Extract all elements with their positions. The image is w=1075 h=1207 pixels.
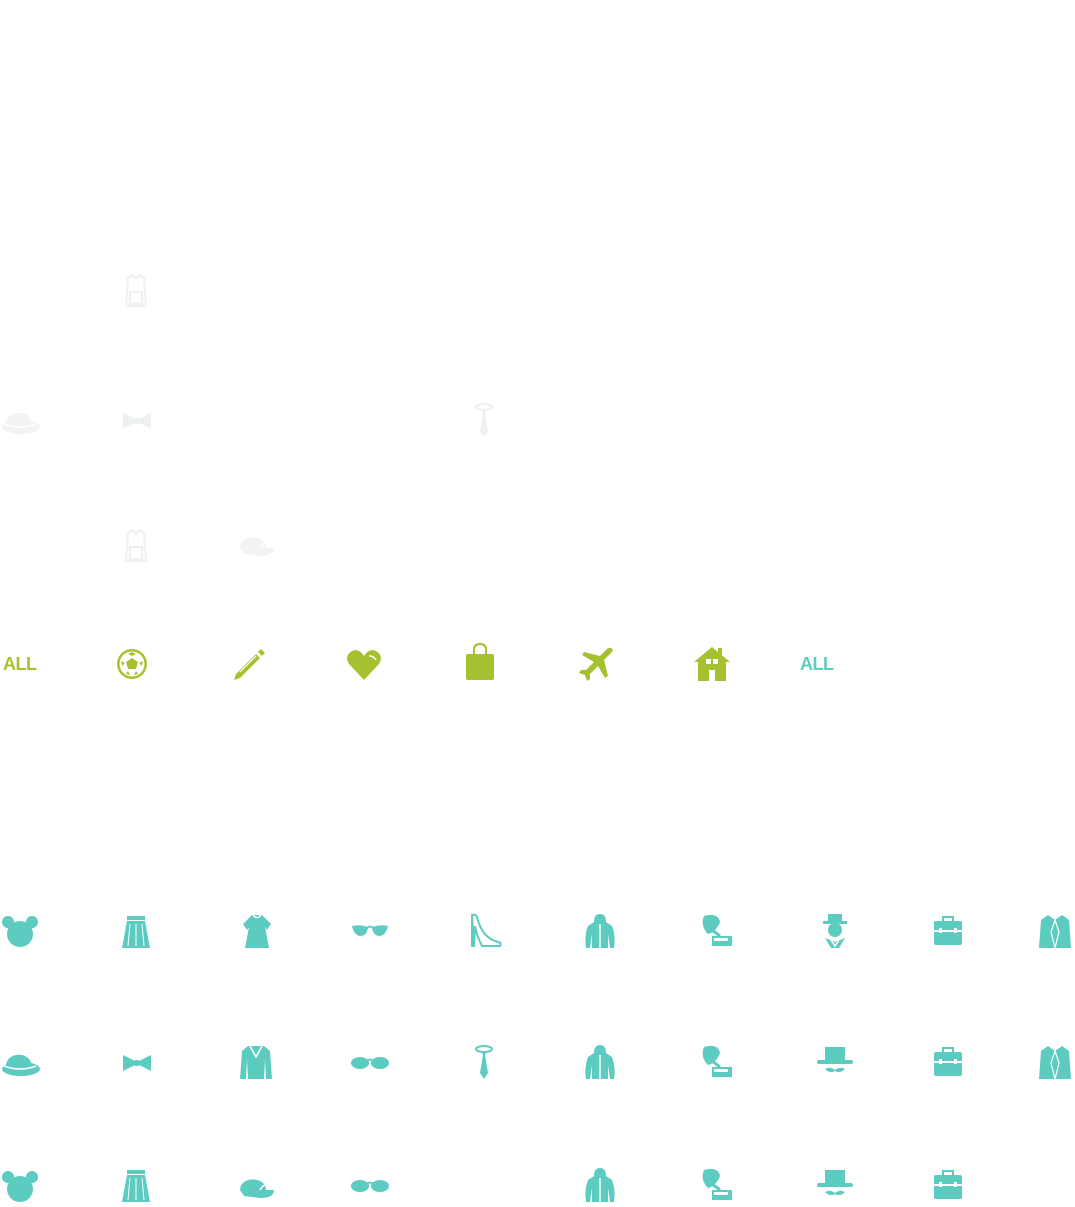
gramophone-icon[interactable]	[698, 912, 738, 952]
gramophone-icon[interactable]	[698, 1043, 738, 1083]
skirt-icon[interactable]	[116, 912, 156, 952]
heart-icon[interactable]	[344, 644, 384, 684]
mouse-ears-icon[interactable]	[0, 912, 40, 952]
hoodie-icon[interactable]	[580, 1043, 620, 1083]
cap-icon[interactable]	[236, 1166, 276, 1206]
shopping-bag-icon[interactable]	[460, 642, 500, 682]
necktie-icon[interactable]	[464, 1043, 504, 1083]
all-label-green[interactable]: ALL	[3, 654, 37, 674]
hoodie-icon[interactable]	[580, 912, 620, 952]
top-hat-mustache-icon[interactable]	[815, 1043, 855, 1083]
cap-icon	[236, 524, 276, 564]
bow-tie-icon[interactable]	[117, 1043, 157, 1083]
shirt-icon	[116, 270, 156, 310]
gramophone-icon[interactable]	[698, 1166, 738, 1206]
soccer-ball-icon[interactable]	[112, 644, 152, 684]
dress-icon[interactable]	[237, 912, 277, 952]
sunglasses-icon[interactable]	[350, 1043, 390, 1083]
hoodie-icon[interactable]	[580, 1166, 620, 1206]
gentleman-icon[interactable]	[815, 912, 855, 952]
blazer-icon[interactable]	[1035, 912, 1075, 952]
briefcase-icon[interactable]	[928, 1043, 968, 1083]
sunglasses-icon[interactable]	[350, 1166, 390, 1206]
all-label-teal[interactable]: ALL	[800, 654, 834, 674]
blazer-icon[interactable]	[1035, 1043, 1075, 1083]
skirt-icon[interactable]	[116, 1166, 156, 1206]
briefcase-icon[interactable]	[928, 912, 968, 952]
necktie-icon	[464, 401, 504, 441]
house-icon[interactable]	[692, 644, 732, 684]
bowler-hat-icon[interactable]	[0, 1042, 40, 1082]
airplane-icon[interactable]	[576, 644, 616, 684]
cat-eye-glasses-icon[interactable]	[350, 912, 390, 952]
top-hat-mustache-icon[interactable]	[815, 1166, 855, 1206]
pencil-icon[interactable]	[228, 644, 268, 684]
shirt-icon	[116, 525, 156, 565]
sweater-icon[interactable]	[236, 1043, 276, 1083]
bow-tie-icon	[117, 401, 157, 441]
bowler-hat-icon	[0, 400, 40, 440]
mouse-ears-icon[interactable]	[0, 1167, 40, 1207]
high-heel-icon[interactable]	[464, 912, 504, 952]
briefcase-icon[interactable]	[928, 1166, 968, 1206]
